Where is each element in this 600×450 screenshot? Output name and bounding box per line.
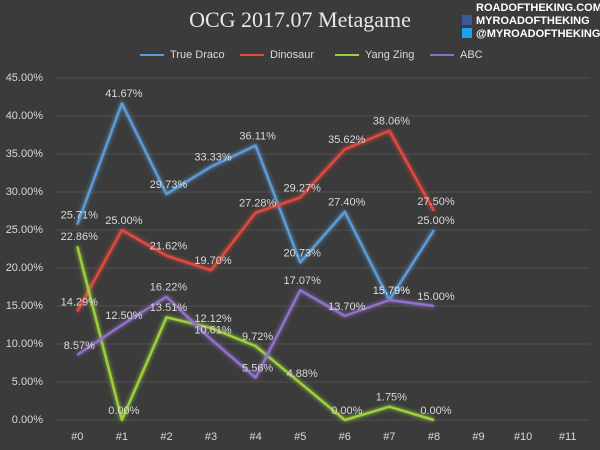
x-tick-label: #11 [559,431,577,443]
series-line [76,102,436,302]
x-tick-label: #2 [160,431,172,443]
x-tick-label: #3 [205,431,217,443]
data-label: 9.72% [242,331,273,343]
data-label: 35.62% [328,134,366,146]
data-label: 27.50% [417,196,455,208]
data-label: 38.06% [373,116,411,128]
data-label: 27.40% [328,197,366,209]
watermark: MYROADOFTHEKING [476,15,590,27]
x-tick-label: #5 [294,431,306,443]
data-label: 41.67% [105,88,143,100]
data-label: 33.33% [194,152,232,164]
watermark: @MYROADOFTHEKING [476,28,600,40]
facebook-icon [462,15,472,25]
data-label: 0.00% [420,405,451,417]
twitter-icon [462,28,472,38]
data-label: 5.56% [242,363,273,375]
legend-label: Dinosaur [270,49,314,61]
data-label: 0.00% [331,405,362,417]
series-line [76,129,436,312]
series-line [76,245,435,422]
y-tick-label: 25.00% [6,224,44,236]
data-label: 25.71% [61,210,99,222]
y-tick-label: 10.00% [6,338,44,350]
data-label: 17.07% [284,275,322,287]
x-tick-label: #0 [71,431,83,443]
data-label: 14.29% [61,296,99,308]
y-tick-label: 20.00% [6,262,44,274]
data-label: 0.00% [108,405,139,417]
data-label: 19.70% [194,255,232,267]
y-tick-label: 0.00% [12,414,43,426]
data-label: 25.00% [105,215,143,227]
x-tick-label: #8 [428,431,440,443]
x-tick-label: #6 [339,431,351,443]
data-label: 27.28% [239,198,277,210]
data-label: 29.27% [284,182,322,194]
x-tick-label: #1 [116,431,128,443]
x-tick-label: #9 [472,431,484,443]
x-tick-label: #7 [383,431,395,443]
legend-label: True Draco [170,49,225,61]
chart-title: OCG 2017.07 Metagame [189,7,411,32]
data-label: 10.61% [194,324,232,336]
y-tick-label: 45.00% [6,72,44,84]
data-label: 22.86% [61,231,99,243]
y-tick-label: 35.00% [6,148,44,160]
data-label: 13.51% [150,302,188,314]
series-line [76,289,435,379]
data-label: 4.88% [287,368,318,380]
data-label: 12.50% [105,310,143,322]
data-label: 36.11% [239,130,276,142]
data-label: 1.75% [376,392,407,404]
x-tick-label: #4 [250,431,262,443]
y-tick-label: 40.00% [6,110,44,122]
legend-label: Yang Zing [365,49,414,61]
data-label: 12.12% [194,313,232,325]
y-tick-label: 30.00% [6,186,44,198]
data-label: 13.70% [328,301,366,313]
legend-label: ABC [460,49,483,61]
x-tick-label: #10 [514,431,532,443]
watermark: ROADOFTHEKING.COM [476,2,600,14]
data-label: 21.62% [150,241,188,253]
y-tick-label: 15.00% [6,300,44,312]
y-tick-label: 5.00% [12,376,43,388]
data-label: 8.57% [64,340,95,352]
data-label: 29.73% [150,179,188,191]
data-label: 20.73% [284,247,322,259]
data-label: 15.00% [417,291,455,303]
data-label: 15.79% [373,285,411,297]
data-label: 25.00% [417,215,455,227]
data-label: 15.79% [373,285,411,297]
data-label: 16.22% [150,282,188,294]
